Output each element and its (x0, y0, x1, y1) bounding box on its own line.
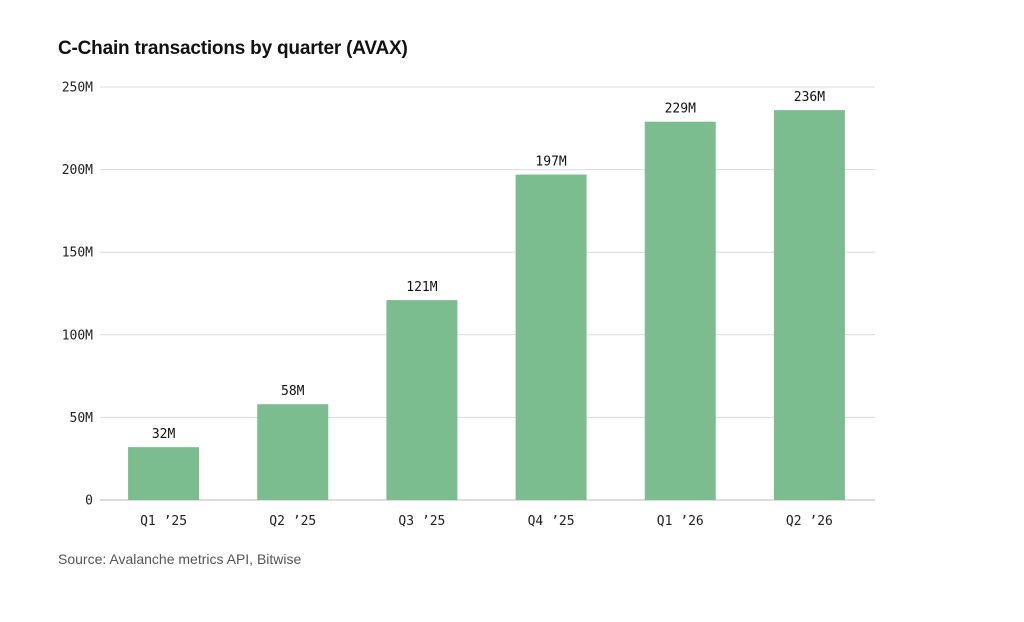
bars (128, 110, 845, 501)
y-tick-label: 50M (70, 411, 94, 426)
x-tick-label: Q3 ’25 (398, 514, 445, 529)
x-tick-label: Q2 ’26 (786, 514, 833, 529)
y-tick-label: 150M (62, 246, 93, 261)
bar (386, 300, 458, 500)
x-tick-label: Q2 ’25 (269, 514, 316, 529)
bar-value-label: 32M (152, 427, 176, 442)
value-labels: 32M 58M 121M 197M 229M 236M (152, 90, 825, 442)
x-tick-label: Q1 ’26 (657, 514, 704, 529)
bar-value-label: 121M (406, 280, 437, 295)
bar (128, 447, 200, 500)
bar-value-label: 197M (535, 155, 566, 170)
y-tick-label: 250M (62, 81, 93, 96)
gridlines (100, 86, 875, 501)
chart-title: C-Chain transactions by quarter (AVAX) (58, 38, 408, 59)
bar-value-label: 236M (794, 90, 825, 105)
bar (257, 404, 329, 500)
bar (644, 121, 716, 500)
y-tick-label: 100M (62, 328, 93, 343)
x-tick-label: Q1 ’25 (140, 514, 187, 529)
x-axis-ticks: Q1 ’25 Q2 ’25 Q3 ’25 Q4 ’25 Q1 ’26 Q2 ’26 (140, 514, 833, 529)
x-tick-label: Q4 ’25 (528, 514, 575, 529)
bar-value-label: 58M (281, 384, 305, 399)
source-note: Source: Avalanche metrics API, Bitwise (58, 551, 302, 567)
bar (773, 110, 845, 501)
y-tick-label: 0 (85, 494, 93, 509)
y-axis-ticks: 0 50M 100M 150M 200M 250M (62, 81, 93, 509)
y-tick-label: 200M (62, 163, 93, 178)
bar (515, 174, 587, 500)
bar-value-label: 229M (665, 102, 696, 117)
